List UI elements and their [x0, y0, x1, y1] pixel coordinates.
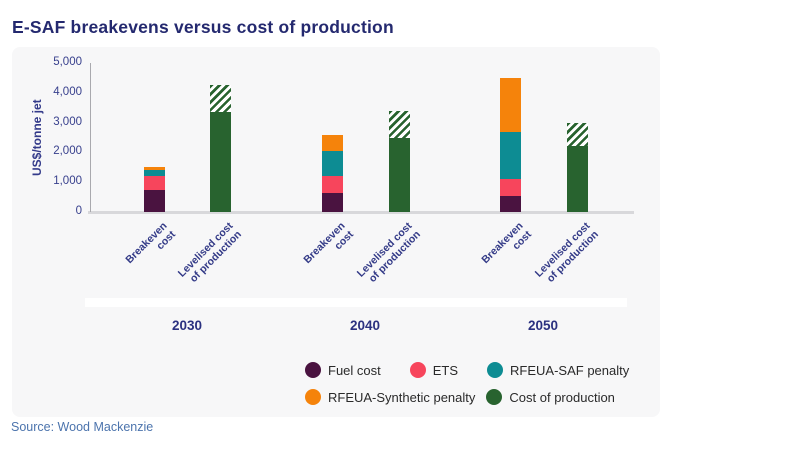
- stacked-bar: [210, 85, 231, 212]
- bar-segment: [144, 167, 165, 171]
- legend-item-label: Fuel cost: [328, 362, 381, 378]
- y-tick-label: 5,000: [53, 56, 82, 68]
- legend-item-label: ETS: [432, 362, 459, 378]
- bar-segment: [210, 112, 231, 212]
- x-axis-bar-label: Breakeven cost: [300, 220, 356, 267]
- bar-segment: [144, 170, 165, 177]
- legend-color-dot: [409, 362, 426, 378]
- stacked-bar: [144, 167, 165, 212]
- legend-item: RFEUA-SAF penalty: [487, 362, 629, 378]
- legend-row: Fuel cost ETS RFEUA-SAF penalty: [305, 362, 629, 378]
- stacked-bar: [322, 134, 343, 212]
- y-tick-label: 2,000: [53, 145, 82, 158]
- legend-item-label: RFEUA-Synthetic penalty: [328, 389, 476, 405]
- bar-segment: [144, 189, 165, 212]
- year-label: 2040: [349, 318, 381, 333]
- bar-segment: [322, 134, 343, 151]
- chart-title: E-SAF breakevens versus cost of producti…: [12, 17, 394, 37]
- y-tick-label: 3,000: [53, 115, 82, 128]
- x-axis-bar-label: Breakeven cost: [122, 220, 178, 267]
- legend-item: Cost of production: [486, 389, 615, 405]
- y-tick-label: 4,000: [53, 85, 82, 98]
- bar-segment-hatched: [567, 122, 588, 147]
- bar-segment: [567, 146, 588, 212]
- source-attribution: Source: Wood Mackenzie: [11, 420, 154, 434]
- stacked-bar: [389, 110, 410, 212]
- bar-segment: [500, 131, 521, 180]
- legend-item: ETS: [409, 362, 459, 378]
- chart-panel: US$/tonne jet 0 1,000 2,000 3,000 4,000 5,000…: [12, 47, 660, 417]
- bar-segment: [500, 195, 521, 212]
- legend-item: Fuel cost: [305, 362, 381, 378]
- year-label: 2050: [527, 318, 559, 333]
- y-tick-label: 1,000: [53, 175, 82, 188]
- bar-segment: [389, 137, 410, 212]
- legend-color-dot: [305, 389, 321, 405]
- legend-item-label: RFEUA-SAF penalty: [510, 362, 630, 378]
- plot-area: [90, 63, 631, 212]
- bar-segment-hatched: [210, 85, 231, 113]
- stacked-bar: [500, 77, 521, 212]
- bar-segment: [144, 176, 165, 190]
- bar-segment: [500, 77, 521, 132]
- bar-segment: [322, 150, 343, 177]
- bar-segment: [500, 179, 521, 196]
- legend-row: RFEUA-Synthetic penalty Cost of productio…: [305, 389, 629, 405]
- stacked-bar: [567, 122, 588, 212]
- bar-segment: [322, 192, 343, 212]
- legend-color-dot: [487, 362, 504, 378]
- legend-color-dot: [486, 389, 503, 405]
- x-axis-line: [88, 211, 634, 214]
- bar-segment-hatched: [389, 110, 410, 138]
- year-label: 2030: [171, 318, 203, 333]
- y-tick-label: 0: [75, 205, 82, 217]
- x-axis-bar-label: Breakeven cost: [478, 220, 534, 267]
- legend-color-dot: [305, 362, 321, 378]
- chart-legend: Fuel cost ETS RFEUA-SAF penalty RFEUA-Synth…: [305, 362, 629, 405]
- bar-segment: [322, 176, 343, 193]
- legend-item-label: Cost of production: [509, 389, 615, 405]
- axis-separator-band: [85, 298, 627, 307]
- legend-item: RFEUA-Synthetic penalty: [305, 389, 475, 405]
